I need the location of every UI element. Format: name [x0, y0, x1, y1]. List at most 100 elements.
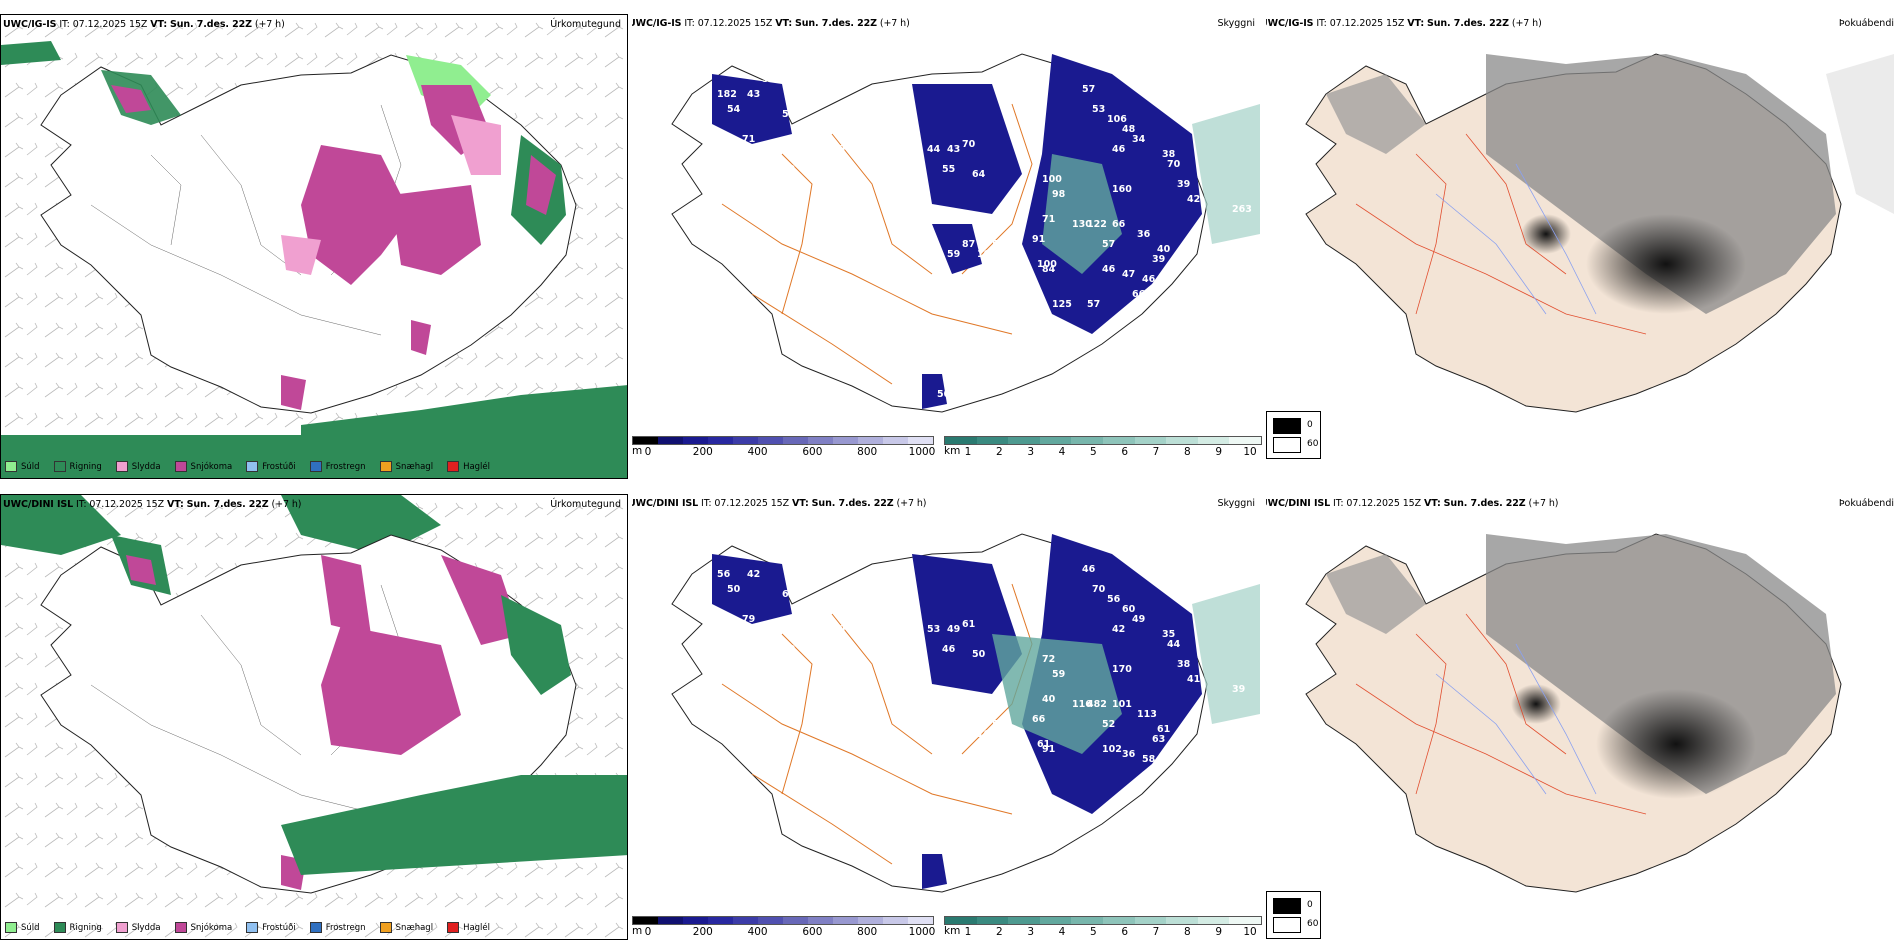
colorbar-tick-label: 4 — [1058, 446, 1066, 458]
legend-swatch — [379, 461, 392, 472]
cloud-base-label: 36 — [1137, 229, 1151, 240]
vt-label: VT: — [1423, 498, 1441, 509]
colorbar-segment — [658, 917, 683, 924]
colorbar-segment — [945, 437, 977, 444]
model-name: UWC/DINI ISL — [632, 498, 699, 509]
legend-label: Frostúði — [262, 461, 296, 472]
cloud-base-label: 268 — [977, 704, 997, 715]
colorbar-tick-label: 6 — [1121, 926, 1128, 938]
fog-key-light — [1273, 917, 1301, 933]
cloud-base-label: 178 — [977, 224, 997, 235]
cloud-base-label: 56 — [717, 569, 731, 580]
fog-key-dark — [1273, 418, 1301, 434]
cloud-base-label: 46 — [1102, 264, 1116, 275]
cloud-base-label: 122 — [1087, 219, 1107, 230]
colorbar-tick-label: 1 — [964, 446, 972, 458]
cloud-base-label: 94 — [752, 184, 766, 195]
legend-item: Snjókoma — [174, 461, 233, 472]
legend-item: Súld — [5, 461, 40, 472]
cloud-base-label: 50 — [937, 389, 951, 400]
colorbar-tick-label: 1 — [964, 926, 972, 938]
visibility-bar — [944, 916, 1262, 925]
cloud-base-label: 482 — [1087, 699, 1107, 710]
colorbar-segment — [1197, 437, 1230, 444]
colorbar-tick-label: 2 — [995, 926, 1003, 938]
precip-title-top: UWC/IG-IS IT: 07.12.2025 15Z VT: Sun. 7.… — [3, 19, 285, 30]
cloud-base-label: 71 — [1042, 214, 1056, 225]
lead-time: (+7 h) — [1528, 498, 1559, 509]
colorbar-segment — [808, 917, 833, 924]
legend-label: Frostregn — [325, 461, 366, 472]
it-label: IT: — [76, 499, 87, 510]
cloud-base-label: 38 — [1177, 659, 1191, 670]
visibility-colorbar-top: 1 2 3 4 5 6 7 8 9 10 — [944, 436, 1262, 459]
cloud-base-label: 61 — [1037, 739, 1051, 750]
lead-time: (+7 h) — [254, 19, 285, 30]
colorbar-tick-label: 200 — [692, 446, 713, 458]
colorbar-segment — [733, 917, 758, 924]
legend-label: Frostregn — [325, 922, 366, 933]
colorbar-tick-label: 0 — [644, 446, 652, 458]
cloud-base-label: 58 — [992, 239, 1006, 250]
cloud-base-label: 34 — [1132, 134, 1146, 145]
colorbar-tick-label: 600 — [802, 446, 823, 458]
lead-time: (+7 h) — [1511, 18, 1542, 29]
cloudbase-colorbar-top: 0 200 400 600 800 1000 — [632, 436, 936, 459]
visibility-ticks: 1 2 3 4 5 6 7 8 9 10 — [944, 445, 1262, 459]
cloud-title-bottom: UWC/DINI ISL IT: 07.12.2025 15Z VT: Sun.… — [632, 498, 926, 509]
legend-label: Rigning — [69, 922, 102, 933]
cloud-base-label: 67 — [762, 144, 776, 155]
colorbar-tick-label: 8 — [1183, 446, 1191, 458]
cloud-base-label: 116 — [1072, 699, 1092, 710]
colorbar-segment — [858, 437, 883, 444]
cloud-base-label: 57 — [1082, 84, 1096, 95]
it-label: IT: — [1316, 18, 1327, 29]
legend-label: Snæhagl — [395, 461, 434, 472]
cloud-base-label: 49 — [1132, 614, 1146, 625]
fog-map-bottom — [1305, 533, 1842, 893]
cloud-base-label: 66 — [1132, 289, 1146, 300]
it-value: 07.12.2025 15Z — [714, 498, 790, 509]
colorbar-segment — [1229, 917, 1261, 924]
colorbar-segment — [708, 437, 733, 444]
lead-time: (+7 h) — [896, 498, 927, 509]
cloud-base-label: 160 — [1112, 184, 1132, 195]
cloud-base-label: 64 — [972, 169, 986, 180]
legend-item: Súld — [5, 922, 40, 933]
fog-key-bottom: 0 60 — [1266, 891, 1321, 939]
cloud-base-label: 263 — [1232, 204, 1252, 215]
colorbar-segment — [1102, 437, 1135, 444]
legend-label: Snjókoma — [190, 461, 233, 472]
colorbar-tick-label: 1000 — [908, 446, 936, 458]
cloudbase-ticks: 0 200 400 600 800 1000 — [632, 445, 936, 459]
cloud-base-label: 71 — [762, 624, 776, 635]
vt-value: Sun. 7.des. 22Z — [811, 498, 894, 509]
legend-swatch — [174, 461, 187, 472]
cloud-base-label: 63 — [782, 589, 796, 600]
vt-value: Sun. 7.des. 22Z — [1443, 498, 1526, 509]
model-name: UWC/IG-IS — [1266, 18, 1314, 29]
colorbar-segment — [883, 437, 908, 444]
cloud-base-label: 53 — [1092, 104, 1106, 115]
cloud-base-label: 65 — [962, 719, 976, 730]
cloud-base-label: 70 — [1092, 584, 1106, 595]
colorbar-segment — [1134, 437, 1167, 444]
legend-item: Slydda — [115, 461, 161, 472]
colorbar-segment — [1008, 917, 1040, 924]
colorbar-segment — [833, 917, 858, 924]
colorbar-segment — [1071, 437, 1103, 444]
cloud-base-label: 59 — [947, 249, 961, 260]
it-value: 07.12.2025 15Z — [89, 499, 165, 510]
legend-swatch — [53, 461, 66, 472]
legend-item: Frostregn — [309, 461, 366, 472]
colorbar-segment — [683, 917, 708, 924]
cloud-base-label: 125 — [1052, 299, 1072, 310]
vt-label: VT: — [166, 499, 184, 510]
cloud-base-label: 71 — [742, 134, 756, 145]
colorbar-segment — [858, 917, 883, 924]
cloud-base-label: 36 — [1122, 749, 1136, 760]
cloud-base-label: 70 — [1167, 159, 1181, 170]
colorbar-segment — [1197, 917, 1230, 924]
legend-swatch — [5, 461, 17, 472]
cloud-base-label: 50 — [832, 624, 846, 635]
